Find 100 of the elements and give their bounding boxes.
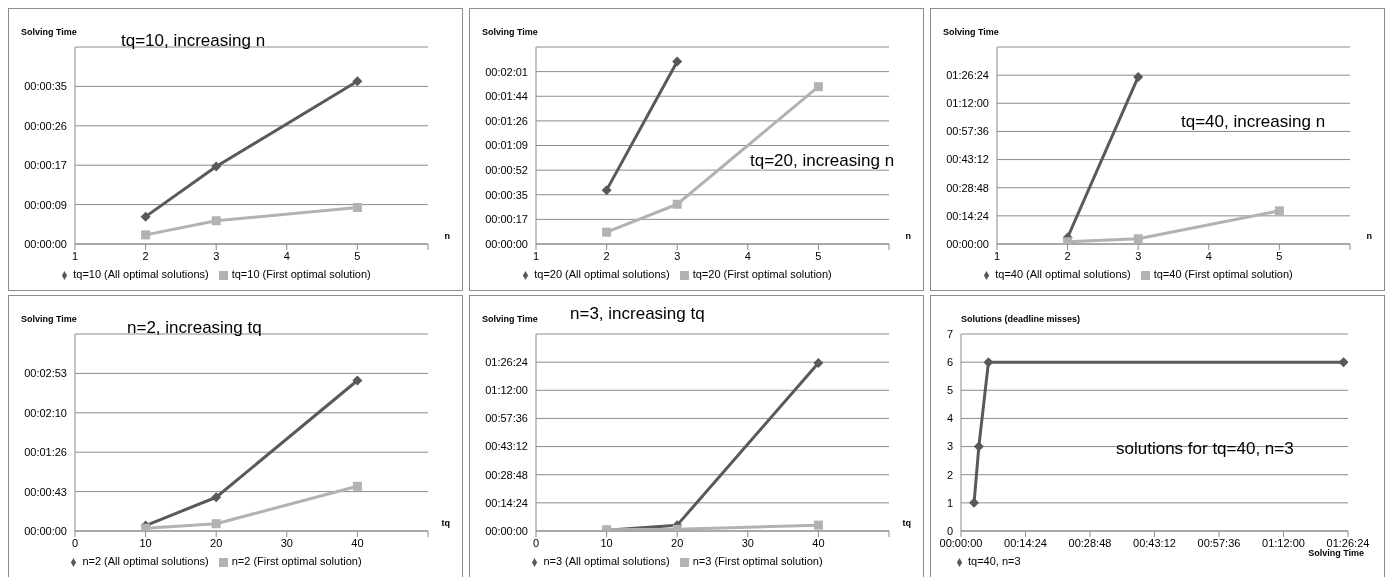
- x-tick-label: 0: [71, 536, 79, 549]
- y-tick-label: 6: [946, 356, 953, 369]
- y-tick-label: 00:00:09: [24, 198, 67, 211]
- x-tick-label: 4: [744, 249, 751, 262]
- x-tick-label: 10: [600, 536, 613, 549]
- y-axis-title: Solving Time: [943, 27, 999, 37]
- x-tick-label: 30: [280, 536, 293, 549]
- y-tick-label: 00:01:26: [24, 446, 67, 459]
- annotation: solutions for tq=40, n=3: [1116, 439, 1294, 459]
- y-axis-title: Solving Time: [21, 314, 77, 324]
- x-tick-label: 5: [354, 249, 361, 262]
- x-tick-label: 40: [351, 536, 364, 549]
- y-tick-label: 01:12:00: [946, 97, 989, 110]
- x-tick-label: 0: [532, 536, 540, 549]
- legend-label: tq=40 (First optimal solution): [1153, 268, 1293, 280]
- x-tick-label: 1: [993, 249, 1001, 262]
- x-axis-title: n: [905, 231, 911, 241]
- legend-label: n=2 (All optimal solutions): [82, 555, 209, 567]
- y-tick-label: 01:26:24: [946, 69, 989, 82]
- y-axis-title: Solutions (deadline misses): [961, 314, 1081, 324]
- y-tick-label: 00:28:48: [946, 181, 989, 194]
- y-tick-label: 00:43:12: [485, 440, 528, 453]
- y-tick-label: 00:00:17: [485, 213, 528, 226]
- y-tick-label: 00:00:00: [946, 237, 989, 250]
- y-tick-label: 3: [946, 440, 953, 453]
- y-axis-title: Solving Time: [482, 314, 538, 324]
- y-tick-label: 01:12:00: [485, 384, 528, 397]
- legend-label: tq=20 (First optimal solution): [692, 268, 832, 280]
- y-tick-label: 00:57:36: [485, 412, 528, 425]
- y-tick-label: 00:00:00: [24, 237, 67, 250]
- y-tick-label: 00:00:00: [485, 524, 528, 537]
- y-tick-label: 0: [946, 524, 953, 537]
- x-tick-label: 01:26:24: [1326, 536, 1370, 549]
- x-axis-title: tq: [902, 518, 911, 528]
- x-axis-title: n: [1366, 231, 1372, 241]
- x-tick-label: 5: [815, 249, 822, 262]
- y-tick-label: 00:02:01: [485, 65, 528, 78]
- legend-label: tq=10 (All optimal solutions): [73, 268, 209, 280]
- chart-title: tq=10, increasing n: [121, 31, 266, 51]
- legend-label: tq=10 (First optimal solution): [231, 268, 371, 280]
- y-tick-label: 00:14:24: [946, 209, 989, 222]
- y-tick-label: 1: [946, 496, 953, 509]
- x-tick-label: 1: [71, 249, 79, 262]
- x-tick-label: 00:28:48: [1068, 536, 1112, 549]
- legend-label: tq=40 (All optimal solutions): [995, 268, 1131, 280]
- x-tick-label: 10: [139, 536, 152, 549]
- y-tick-label: 00:00:00: [485, 237, 528, 250]
- y-tick-label: 00:00:43: [24, 485, 67, 498]
- y-axis-title: Solving Time: [21, 27, 77, 37]
- y-tick-label: 5: [946, 384, 953, 397]
- legend-label: tq=40, n=3: [968, 555, 1021, 567]
- y-tick-label: 00:43:12: [946, 153, 989, 166]
- y-tick-label: 00:01:44: [485, 90, 528, 103]
- legend-label: n=2 (First optimal solution): [231, 555, 362, 567]
- x-tick-label: 01:12:00: [1262, 536, 1305, 549]
- x-tick-label: 30: [741, 536, 754, 549]
- x-axis-title: Solving Time: [1308, 548, 1364, 558]
- x-tick-label: 00:43:12: [1133, 536, 1176, 549]
- y-tick-label: 00:00:52: [485, 164, 528, 177]
- x-tick-label: 20: [210, 536, 223, 549]
- y-tick-label: 2: [946, 468, 953, 481]
- text: tq=20, increasing n: [750, 151, 895, 171]
- x-tick-label: 3: [1135, 249, 1142, 262]
- y-tick-label: 00:00:35: [24, 80, 67, 93]
- x-axis-title: tq: [441, 518, 450, 528]
- y-tick-label: 00:28:48: [485, 468, 528, 481]
- y-tick-label: 00:01:26: [485, 114, 528, 127]
- legend-label: n=3 (All optimal solutions): [543, 555, 670, 567]
- x-tick-label: 2: [603, 249, 610, 262]
- x-tick-label: 4: [1205, 249, 1212, 262]
- x-tick-label: 4: [283, 249, 290, 262]
- text: tq=40, increasing n: [1181, 112, 1326, 132]
- y-axis-title: Solving Time: [482, 27, 538, 37]
- y-tick-label: 00:57:36: [946, 125, 989, 138]
- x-tick-label: 1: [532, 249, 540, 262]
- y-tick-label: 01:26:24: [485, 356, 528, 369]
- y-tick-label: 00:00:00: [24, 524, 67, 537]
- y-tick-label: 00:02:53: [24, 367, 67, 380]
- legend-label: n=3 (First optimal solution): [692, 555, 823, 567]
- y-tick-label: 00:00:35: [485, 188, 528, 201]
- y-tick-label: 00:14:24: [485, 496, 528, 509]
- legend-label: tq=20 (All optimal solutions): [534, 268, 670, 280]
- x-tick-label: 00:57:36: [1197, 536, 1241, 549]
- chart-title: n=2, increasing tq: [127, 318, 262, 338]
- x-tick-label: 3: [674, 249, 681, 262]
- x-tick-label: 3: [213, 249, 220, 262]
- x-axis-title: n: [444, 231, 450, 241]
- x-tick-label: 2: [142, 249, 149, 262]
- x-tick-label: 2: [1064, 249, 1071, 262]
- y-tick-label: 7: [946, 327, 953, 340]
- x-tick-label: 5: [1276, 249, 1283, 262]
- y-tick-label: 00:01:09: [485, 139, 528, 152]
- x-tick-label: 40: [812, 536, 825, 549]
- y-tick-label: 00:00:26: [24, 119, 67, 132]
- x-tick-label: 20: [671, 536, 684, 549]
- chart-title: n=3, increasing tq: [570, 304, 705, 324]
- y-tick-label: 4: [946, 412, 953, 425]
- y-tick-label: 00:02:10: [24, 406, 67, 419]
- x-tick-label: 00:14:24: [1004, 536, 1047, 549]
- y-tick-label: 00:00:17: [24, 159, 67, 172]
